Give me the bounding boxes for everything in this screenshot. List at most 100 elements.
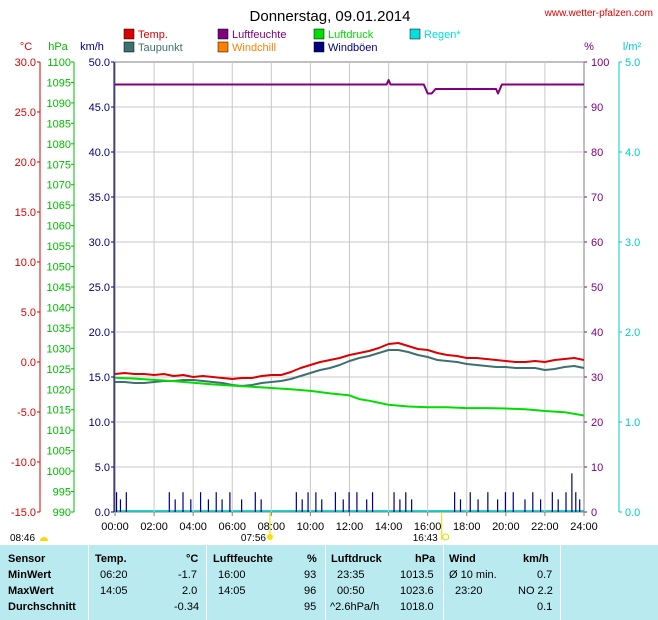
gust-bar [575,492,577,512]
tick-label-temp: 5.0 [21,307,36,319]
gust-bar [241,499,243,512]
tick-label-temp: 20.0 [15,157,36,169]
row-min-temp-val: -1.7 [178,569,197,581]
tick-label-wind: 25.0 [89,282,110,294]
x-tick-label: 22:00 [531,521,559,533]
tick-label-rain: 4.0 [625,147,640,159]
legend-label-gust: Windböen [328,42,378,54]
tick-label-pressure: 1035 [47,323,71,335]
gust-bar [168,492,170,512]
legend-label-temp: Temp. [138,29,168,41]
row-min-wind-val: 0.7 [537,569,553,581]
tick-label-pressure: 1030 [47,343,71,355]
row-max-temp-val: 2.0 [182,585,198,597]
gust-bar [504,492,507,512]
row-min-press-time: 23:35 [337,569,365,581]
tick-label-pressure: 1075 [47,159,71,171]
gust-bar [295,492,297,512]
tick-label-wind: 35.0 [89,192,110,204]
series-line-pressure [114,376,585,417]
hdr-hum: Luftfeuchte [213,553,273,565]
x-tick-label: 06:00 [218,521,246,533]
gust-bar [497,499,499,512]
statistics-table: Sensor Temp. °C Luftfeuchte % Luftdruck … [0,545,658,620]
tick-label-wind: 40.0 [89,147,110,159]
legend-swatch-humidity [217,28,229,40]
gust-bar [199,492,202,512]
hdr-wind-unit: km/h [523,553,549,565]
legend-label-windchill: Windchill [232,42,276,54]
legend-label-rain: Regen* [424,29,461,41]
row-min-temp-time: 06:20 [100,569,128,581]
legend-swatch-pressure [313,28,325,40]
tick-label-pressure: 1055 [47,241,71,253]
tick-label-rain: 2.0 [625,327,640,339]
x-tick-label: 08:00 [258,521,286,533]
tick-label-pressure: 1095 [47,77,71,89]
series-lines [114,79,585,417]
tick-label-wind: 30.0 [89,237,110,249]
tick-label-wind: 50.0 [89,57,110,69]
hdr-temp: Temp. [95,553,127,565]
tick-label-pressure: 1020 [47,384,71,396]
tick-label-rain: 3.0 [625,237,640,249]
gust-bar [115,492,118,512]
gust-bar [371,492,374,512]
row-min-wind-time: Ø 10 min. [449,569,497,581]
tick-label-pressure: 990 [53,507,71,519]
annotation-label-sunrise: 07:56 [241,533,266,544]
gust-bar [254,492,256,512]
unit-rain: l/m² [623,41,642,53]
row-max-wind-time: 23:20 [455,585,483,597]
sun-moon-annotations: 08:46 07:56 16:43 [10,512,450,544]
legend-swatch-gust [313,41,325,53]
row-min-hum-time: 16:00 [218,569,246,581]
sun-icon [266,534,273,540]
tick-label-temp: 0.0 [21,357,36,369]
tick-label-temp: 30.0 [15,57,36,69]
gust-bar [411,499,413,512]
x-tick-label: 20:00 [492,521,520,533]
tick-label-rain: 0.0 [625,507,640,519]
tick-label-wind: 10.0 [89,417,110,429]
tick-label-pressure: 1100 [47,57,71,69]
row-min-press-val: 1013.5 [400,569,434,581]
tick-label-humidity: 20 [591,417,603,429]
row-avg-temp-val: -0.34 [174,601,200,613]
legend-label-dewpoint: Taupunkt [138,42,183,54]
x-tick-label: 14:00 [375,521,403,533]
legend: Temp. Luftfeuchte Luftdruck Regen* Taupunkt W… [123,28,461,54]
gust-bars [115,473,581,512]
x-tick-label: 24:00 [570,521,598,533]
gust-bar [221,499,223,512]
tick-label-pressure: 1015 [47,405,71,417]
row-avg-press-time: ^2.6hPa/h [330,601,380,613]
gust-bar [571,473,573,512]
gust-bar [229,492,231,512]
tick-label-pressure: 1060 [47,221,71,233]
annotation-label-moon: 08:46 [10,533,35,544]
hdr-wind: Wind [449,553,476,565]
gust-bar [260,499,262,512]
gust-bar [551,492,553,512]
unit-temp: °C [20,41,32,53]
tick-label-pressure: 1025 [47,364,71,376]
row-max-wind-val: NO 2.2 [518,585,553,597]
gust-bar [119,499,122,512]
gust-bar [315,492,317,512]
row-max-hum-time: 14:05 [218,585,246,597]
x-tick-label: 18:00 [453,521,481,533]
legend-label-humidity: Luftfeuchte [232,29,286,41]
gust-bar [321,499,323,512]
tick-label-rain: 1.0 [625,417,640,429]
tick-label-pressure: 1010 [47,425,71,437]
tick-label-humidity: 40 [591,327,603,339]
legend-swatch-windchill [217,41,229,53]
tick-label-temp: -15.0 [11,507,36,519]
row-avg-wind-val: 0.1 [537,601,553,613]
tick-label-wind: 15.0 [89,372,110,384]
x-tick-label: 04:00 [179,521,207,533]
tick-label-wind: 0.0 [95,507,110,519]
legend-swatch-dewpoint [123,41,135,53]
source-url[interactable]: www.wetter-pfalzen.com [544,8,653,19]
